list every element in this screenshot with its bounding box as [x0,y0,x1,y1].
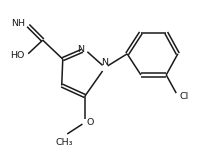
Text: CH₃: CH₃ [55,138,73,147]
Text: HO: HO [10,51,25,60]
Text: Cl: Cl [180,92,189,101]
Text: NH: NH [11,19,25,28]
Text: N: N [101,57,109,67]
Text: N: N [77,45,84,54]
Text: O: O [86,118,93,127]
